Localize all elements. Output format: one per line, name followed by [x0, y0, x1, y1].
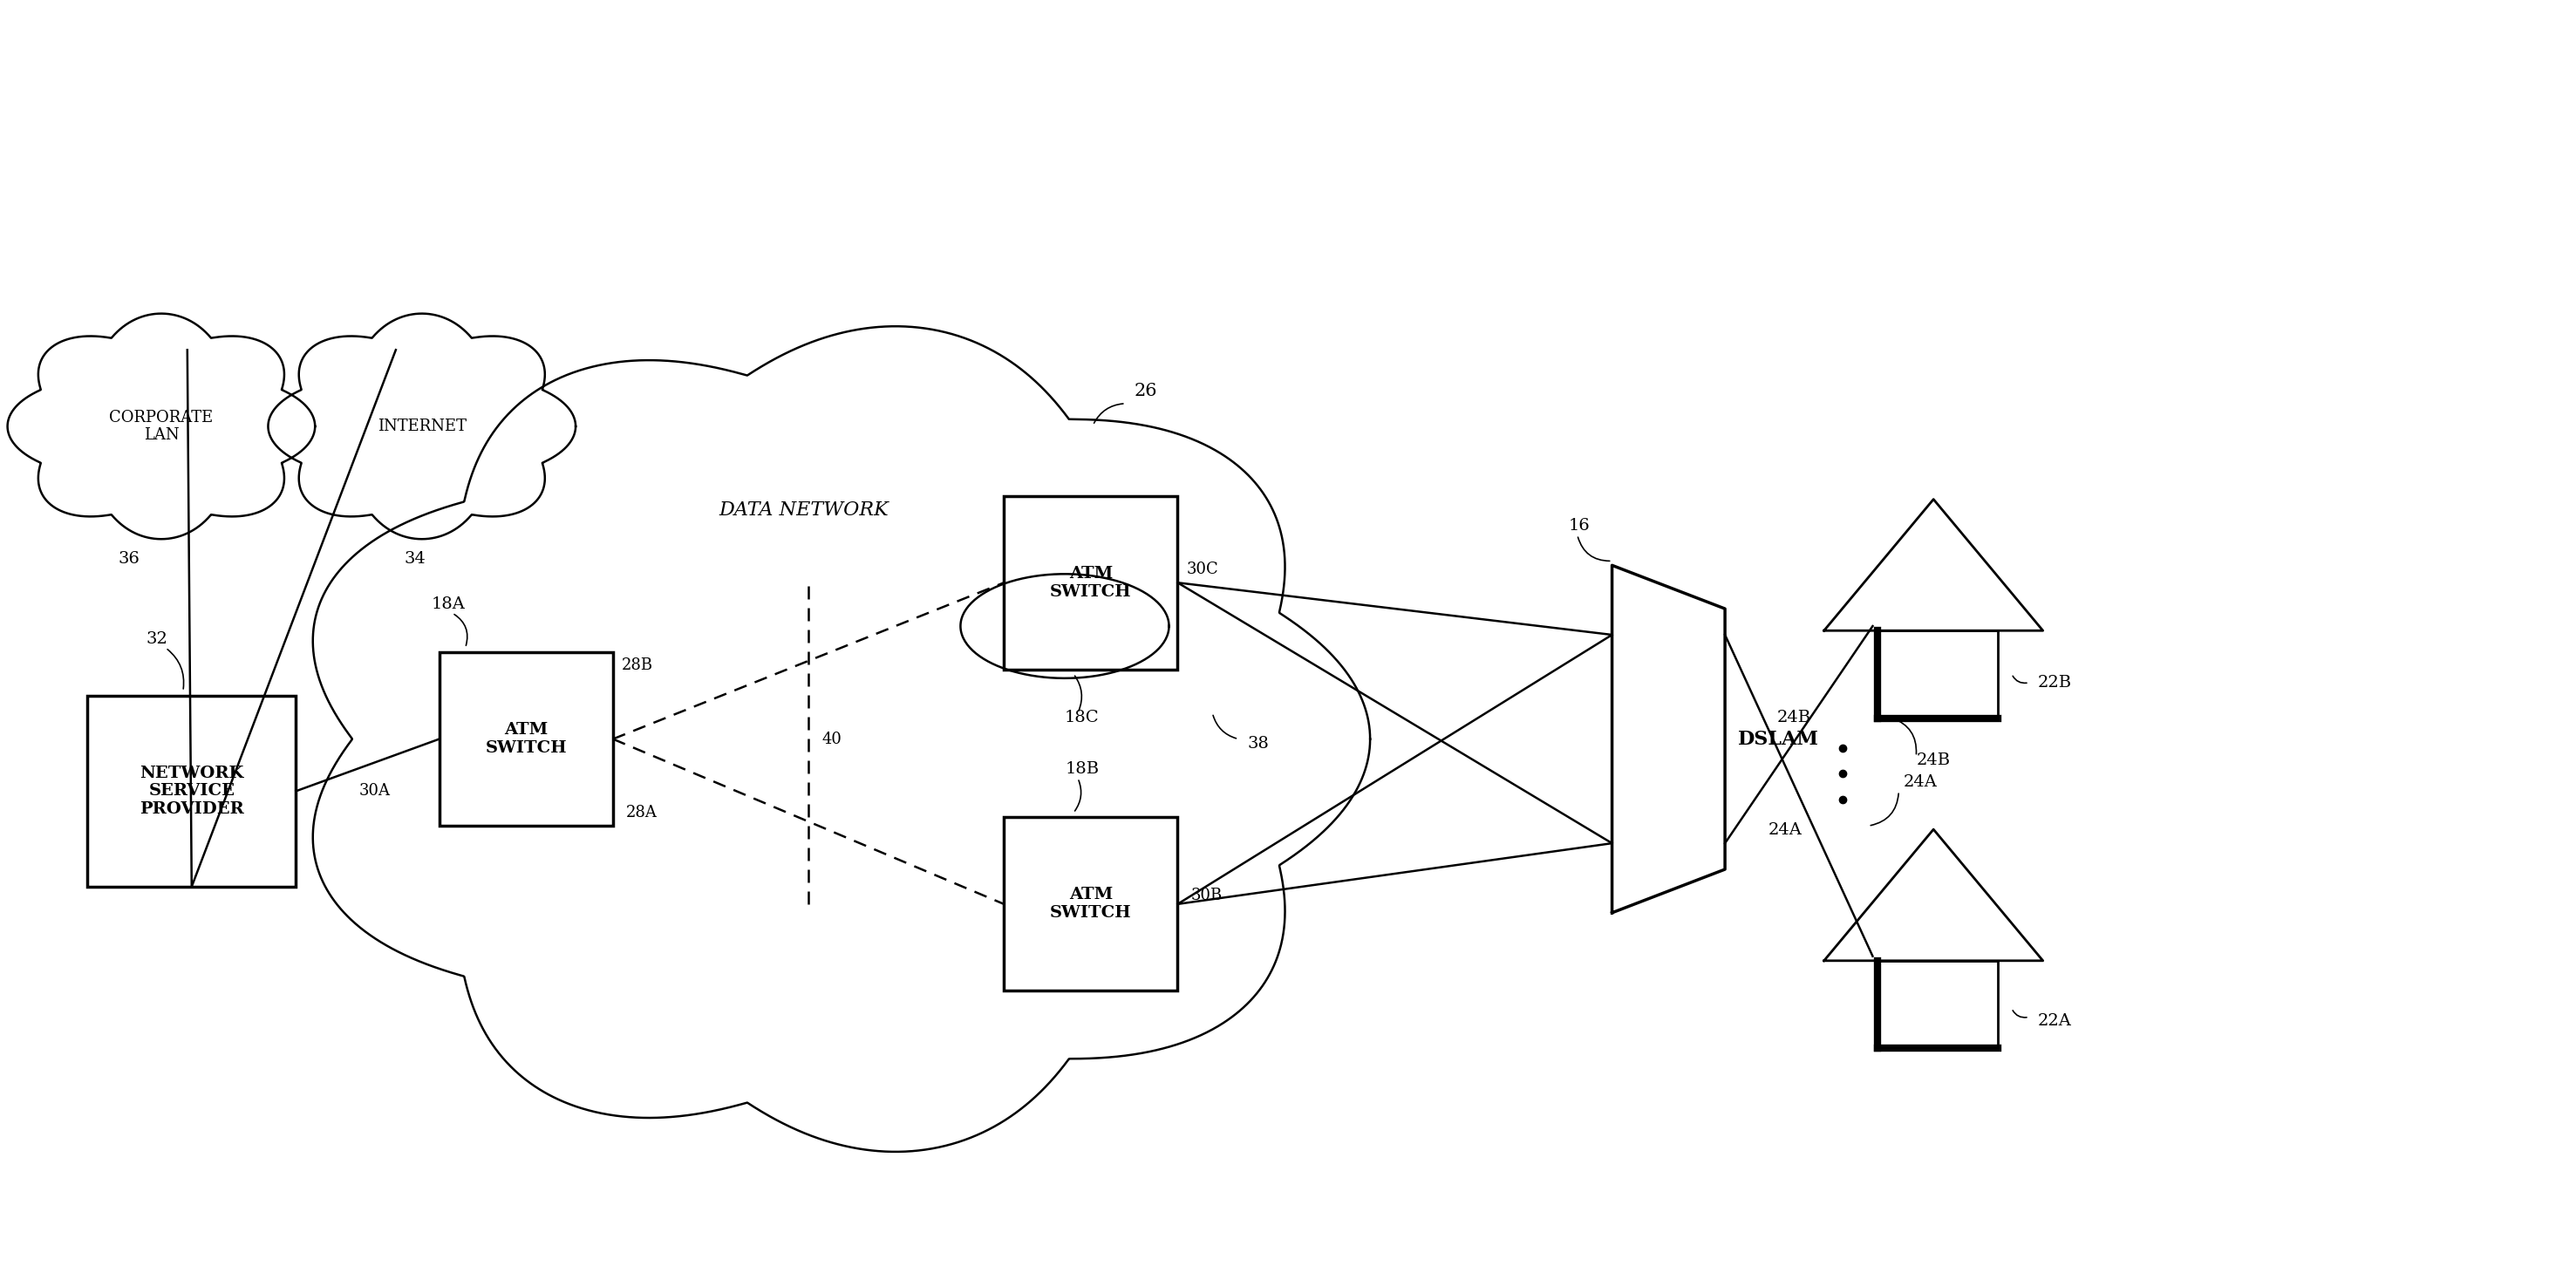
Text: 24A: 24A — [1767, 822, 1803, 838]
Text: 32: 32 — [147, 631, 167, 646]
Text: 30B: 30B — [1190, 887, 1224, 904]
Text: NETWORK
SERVICE
PROVIDER: NETWORK SERVICE PROVIDER — [139, 765, 245, 817]
Text: 18B: 18B — [1064, 762, 1100, 777]
Text: ATM
SWITCH: ATM SWITCH — [1051, 887, 1131, 922]
Text: 30C: 30C — [1188, 562, 1218, 577]
Text: 18A: 18A — [430, 596, 464, 612]
Text: 26: 26 — [1133, 383, 1157, 399]
FancyBboxPatch shape — [1005, 817, 1177, 991]
Text: INTERNET: INTERNET — [379, 419, 466, 434]
Text: DSLAM: DSLAM — [1739, 730, 1819, 749]
Text: 38: 38 — [1247, 736, 1270, 751]
Text: DATA NETWORK: DATA NETWORK — [719, 500, 889, 520]
Text: 22B: 22B — [2038, 675, 2071, 690]
Text: 28B: 28B — [621, 658, 654, 673]
Text: CORPORATE
LAN: CORPORATE LAN — [108, 410, 214, 443]
FancyBboxPatch shape — [440, 653, 613, 826]
FancyBboxPatch shape — [88, 695, 296, 887]
Text: 40: 40 — [822, 731, 842, 746]
Text: 16: 16 — [1569, 518, 1589, 534]
Text: 18C: 18C — [1064, 709, 1100, 726]
Text: 34: 34 — [404, 550, 425, 567]
Text: 36: 36 — [118, 550, 139, 567]
Text: 22A: 22A — [2038, 1014, 2071, 1029]
Text: ATM
SWITCH: ATM SWITCH — [484, 722, 567, 756]
Text: 24B: 24B — [1777, 709, 1811, 726]
Text: 30A: 30A — [358, 783, 392, 799]
Text: ATM
SWITCH: ATM SWITCH — [1051, 566, 1131, 599]
Text: 28A: 28A — [626, 805, 657, 820]
Text: 24B: 24B — [1917, 753, 1950, 768]
Text: 24A: 24A — [1904, 774, 1937, 790]
FancyBboxPatch shape — [1005, 495, 1177, 669]
